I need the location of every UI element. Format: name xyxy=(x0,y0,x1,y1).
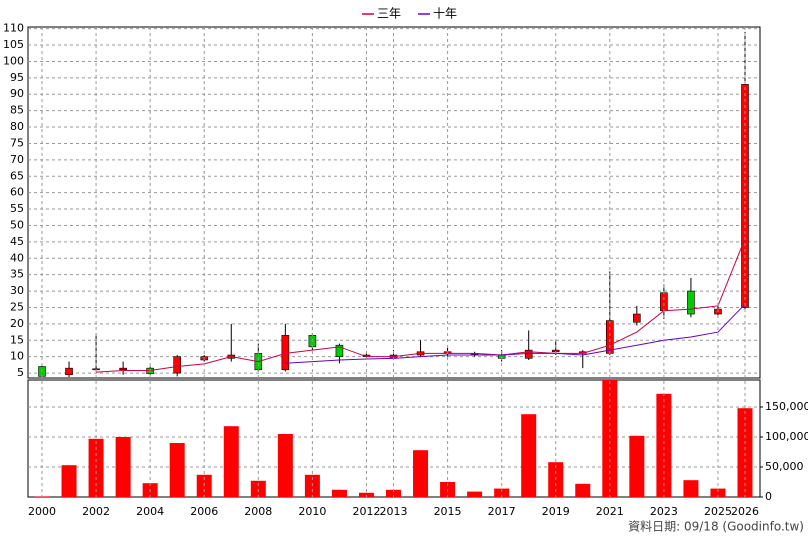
x-tick-label: 2025 xyxy=(704,505,732,518)
x-tick-label: 2021 xyxy=(596,505,624,518)
volume-bar xyxy=(602,380,618,497)
y-tick-label: 70 xyxy=(10,153,24,166)
volume-bar xyxy=(494,488,510,497)
x-tick-label: 2026 xyxy=(731,505,759,518)
x-tick-label: 2002 xyxy=(82,505,110,518)
volume-bar xyxy=(467,491,483,497)
volume-bar xyxy=(575,483,591,497)
y2-tick-label: 100,000 xyxy=(765,430,808,443)
volume-bar xyxy=(413,450,429,497)
candle-body xyxy=(119,367,127,371)
volume-bar xyxy=(115,437,131,497)
candle-body xyxy=(687,290,695,315)
x-tick-label: 2017 xyxy=(488,505,516,518)
y-tick-label: 110 xyxy=(3,22,24,35)
x-tick-label: 2023 xyxy=(650,505,678,518)
y-tick-label: 40 xyxy=(10,251,24,264)
candle-body xyxy=(660,292,668,312)
candle-body xyxy=(173,356,181,374)
y-tick-label: 105 xyxy=(3,38,24,51)
candle-body xyxy=(335,344,344,357)
x-tick-label: 2013 xyxy=(380,505,408,518)
y2-tick-label: 0 xyxy=(765,490,772,503)
y-tick-label: 20 xyxy=(10,317,24,330)
x-tick-label: 2012 xyxy=(352,505,380,518)
y2-tick-label: 50,000 xyxy=(765,460,804,473)
y-tick-label: 15 xyxy=(10,333,24,346)
x-tick-label: 2006 xyxy=(190,505,218,518)
y-tick-label: 100 xyxy=(3,54,24,67)
volume-bar xyxy=(331,489,347,497)
x-tick-label: 2008 xyxy=(244,505,272,518)
ma-line xyxy=(285,303,746,364)
y-tick-label: 25 xyxy=(10,300,24,313)
y-tick-label: 80 xyxy=(10,120,24,133)
legend-label: 三年 xyxy=(377,7,401,21)
volume-bar xyxy=(656,393,672,497)
y-tick-label: 85 xyxy=(10,104,24,117)
volume-bar xyxy=(629,435,645,497)
legend-label: 十年 xyxy=(433,7,457,21)
x-tick-label: 2019 xyxy=(542,505,570,518)
y-tick-label: 10 xyxy=(10,350,24,363)
candle-body xyxy=(524,349,533,359)
volume-bar xyxy=(521,414,537,497)
volume-bar xyxy=(61,465,77,497)
volume-bar xyxy=(386,489,401,497)
x-tick-label: 2010 xyxy=(298,505,326,518)
y-tick-label: 95 xyxy=(10,71,24,84)
y-tick-label: 60 xyxy=(10,186,24,199)
volume-bar xyxy=(169,443,185,497)
y-tick-label: 65 xyxy=(10,169,24,182)
candle-body xyxy=(606,320,614,354)
candle-body xyxy=(633,313,641,323)
volume-bar xyxy=(737,408,753,497)
candle-body xyxy=(65,367,73,376)
y-tick-label: 35 xyxy=(10,268,24,281)
y-tick-label: 50 xyxy=(10,218,24,231)
y-tick-label: 45 xyxy=(10,235,24,248)
y-tick-label: 75 xyxy=(10,136,24,149)
y-tick-label: 55 xyxy=(10,202,24,215)
candle-body xyxy=(281,335,290,371)
volume-bar xyxy=(683,480,699,497)
volume-bar xyxy=(277,434,293,497)
volume-bar xyxy=(250,480,266,497)
x-tick-label: 2015 xyxy=(434,505,462,518)
x-tick-label: 2000 xyxy=(28,505,56,518)
y-tick-label: 5 xyxy=(17,366,24,379)
y2-tick-label: 150,000 xyxy=(765,400,808,413)
volume-bar xyxy=(358,492,374,497)
volume-bar xyxy=(223,426,239,497)
footer-note: 資料日期: 09/18 (Goodinfo.tw) xyxy=(628,520,804,534)
y-tick-label: 90 xyxy=(10,87,24,100)
x-tick-label: 2004 xyxy=(136,505,164,518)
y-tick-label: 30 xyxy=(10,284,24,297)
volume-bar xyxy=(710,488,726,497)
